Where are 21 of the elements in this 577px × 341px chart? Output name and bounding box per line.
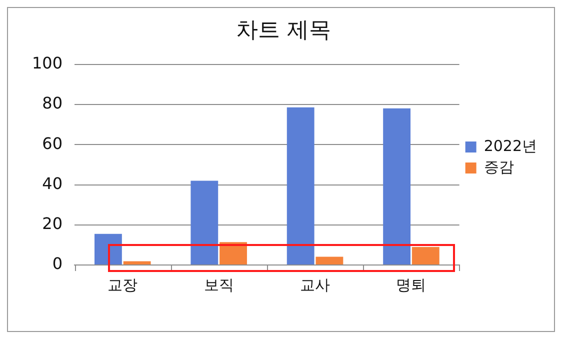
- bar: [220, 242, 247, 264]
- x-tick-label: 보직: [204, 276, 234, 294]
- bar: [94, 234, 122, 264]
- x-tick-label: 명퇴: [396, 276, 426, 294]
- bar: [190, 180, 218, 264]
- bar: [412, 246, 440, 264]
- bar: [123, 261, 151, 264]
- y-tick-label: 20: [42, 214, 63, 234]
- x-tick-label: 교장: [108, 276, 138, 294]
- y-tick-label: 80: [42, 94, 63, 113]
- bar: [316, 256, 344, 264]
- bar: [286, 107, 314, 264]
- y-tick-label: 40: [42, 174, 63, 193]
- chart-title: 차트 제목: [236, 18, 331, 43]
- legend-label: 증감: [484, 158, 514, 176]
- y-tick-label: 100: [32, 54, 63, 73]
- legend-label: 2022년: [484, 136, 538, 155]
- y-tick-label: 60: [42, 134, 63, 153]
- y-tick-label: 0: [52, 254, 63, 274]
- bar: [383, 108, 411, 264]
- x-tick-label: 교사: [300, 276, 330, 294]
